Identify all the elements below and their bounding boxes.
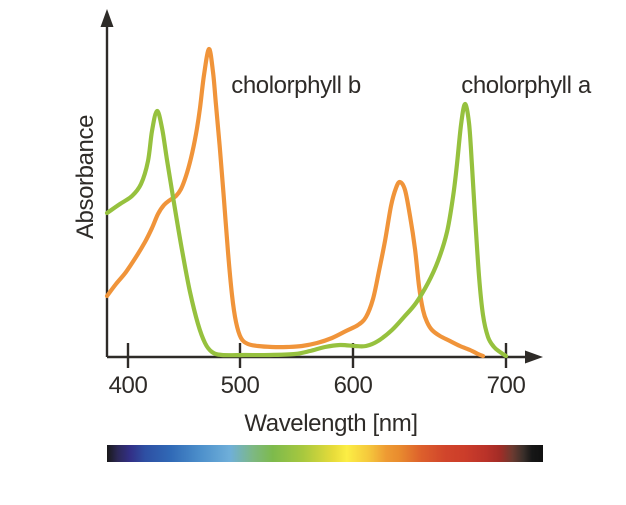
y-axis-title: Absorbance [72, 115, 99, 239]
tick-label-400: 400 [109, 372, 148, 399]
chlorophyll-b-curve [104, 46, 486, 359]
tick-label-700: 700 [487, 372, 526, 399]
series-label-chlorophyll-b: cholorphyll b [231, 72, 361, 99]
chlorophyll-a-curve [104, 101, 509, 359]
x-axis-arrowhead-icon [525, 350, 543, 364]
tick-label-600: 600 [334, 372, 373, 399]
tick-label-500: 500 [221, 372, 260, 399]
x-axis-ticks: 400 500 600 700 [109, 343, 526, 399]
series-label-chlorophyll-a: cholorphyll a [461, 72, 592, 99]
y-axis-arrowhead-icon [100, 9, 114, 27]
x-axis-title: Wavelength [nm] [244, 410, 417, 437]
visible-spectrum-bar [107, 445, 543, 462]
